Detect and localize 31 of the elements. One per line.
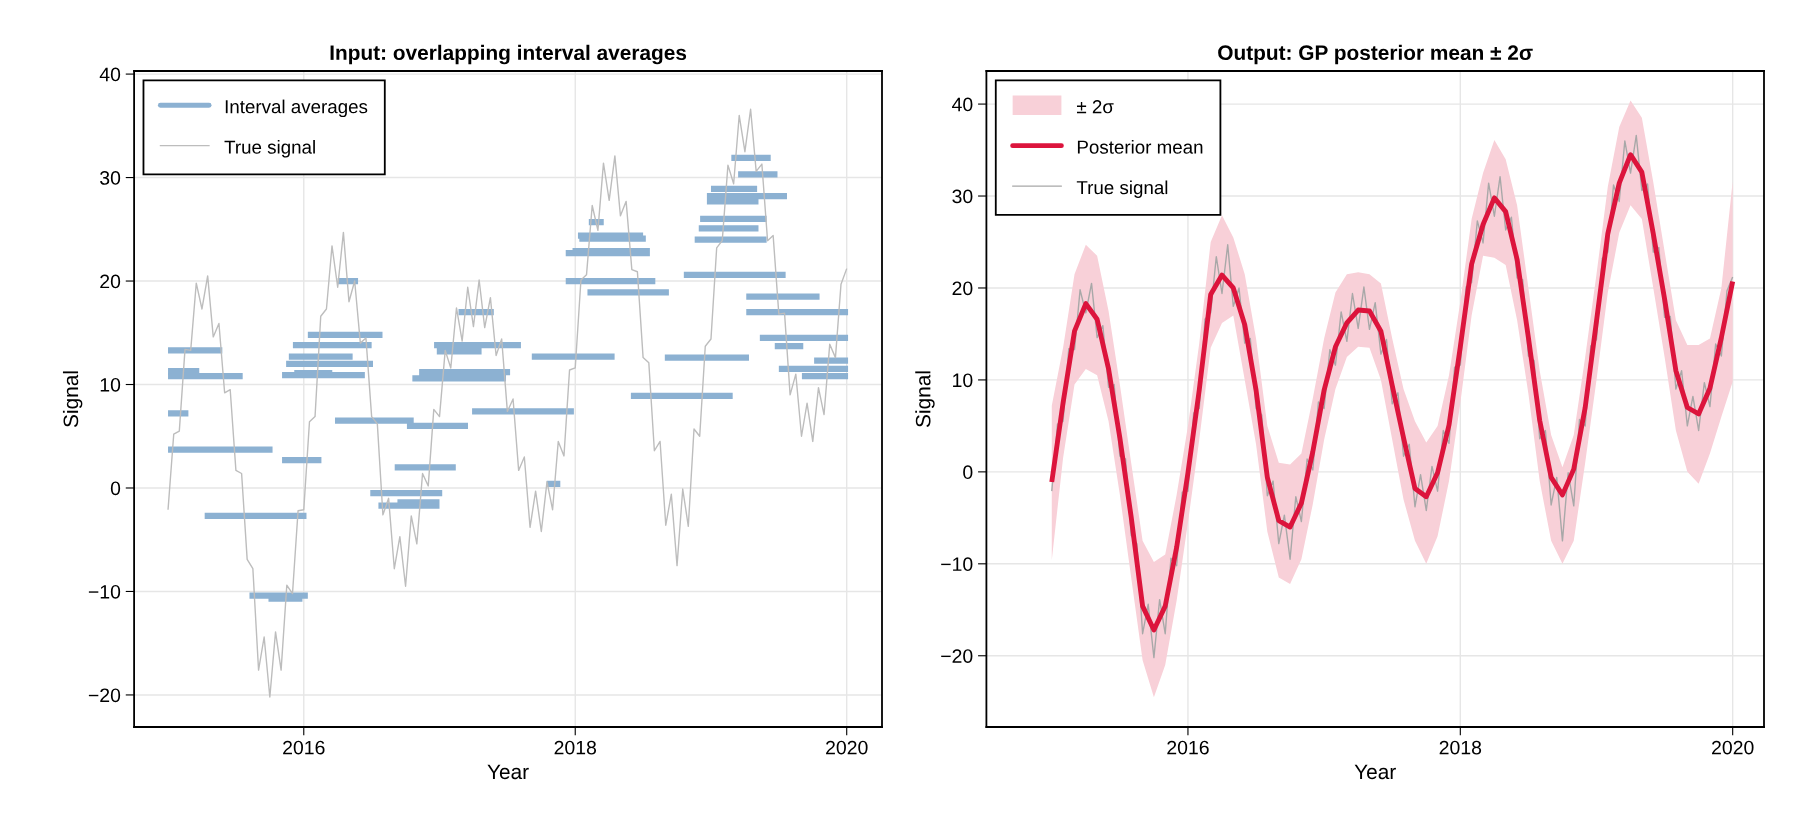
x-tick-label: 2016 bbox=[283, 740, 325, 755]
y-tick-label: 40 bbox=[952, 97, 973, 112]
y-axis-title: Signal bbox=[915, 371, 935, 428]
y-tick-label: −10 bbox=[941, 557, 973, 572]
x-tick-label: 2018 bbox=[1439, 740, 1482, 755]
y-tick-label: −20 bbox=[941, 649, 973, 663]
legend-label: True signal bbox=[1076, 180, 1168, 198]
y-tick-label: 10 bbox=[100, 377, 121, 392]
x-axis-title: Year bbox=[1354, 764, 1396, 780]
x-tick-label: 2016 bbox=[1167, 740, 1209, 755]
annotation: ± 2σ bbox=[1076, 100, 1114, 114]
chart-title: Output: GP posterior mean ± 2σ bbox=[1218, 44, 1533, 65]
y-tick-label: −10 bbox=[88, 584, 121, 599]
y-tick-label: 30 bbox=[100, 171, 121, 185]
legend-label: Interval averages bbox=[225, 99, 368, 118]
y-tick-label: 20 bbox=[100, 274, 121, 289]
y-axis-title: Signal bbox=[62, 371, 83, 428]
legend-label: Posterior mean bbox=[1077, 140, 1203, 154]
x-axis-title: Year bbox=[487, 764, 529, 780]
x-tick-label: 2020 bbox=[826, 740, 868, 755]
legend-label: True signal bbox=[224, 140, 315, 158]
y-tick-label: −20 bbox=[88, 688, 121, 703]
x-tick-label: 2020 bbox=[1712, 740, 1754, 755]
chart-title: Input: overlapping interval averages bbox=[330, 44, 687, 65]
y-tick-label: 10 bbox=[953, 373, 973, 388]
y-tick-label: 0 bbox=[963, 465, 973, 480]
x-tick-label: 2018 bbox=[554, 740, 597, 755]
y-tick-label: 40 bbox=[99, 67, 121, 82]
y-tick-label: 20 bbox=[952, 281, 973, 296]
y-tick-label: 0 bbox=[110, 481, 121, 496]
y-tick-label: 30 bbox=[952, 189, 973, 204]
